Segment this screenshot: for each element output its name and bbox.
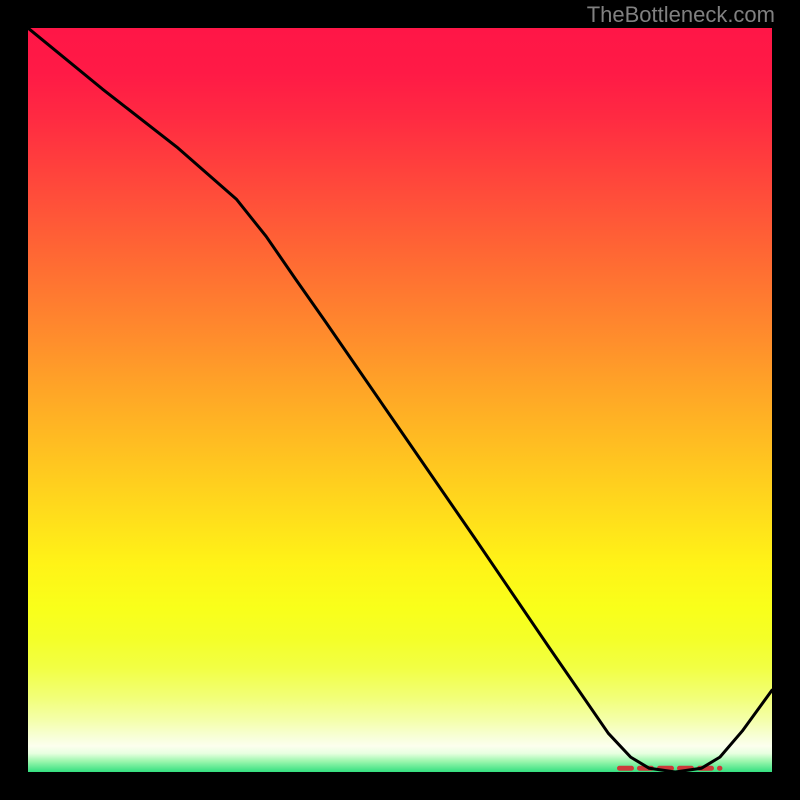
gradient-chart [28,28,772,772]
chart-canvas: TheBottleneck.com [0,0,800,800]
watermark-text: TheBottleneck.com [587,2,775,28]
gradient-background [28,28,772,772]
plot-area [28,28,772,772]
